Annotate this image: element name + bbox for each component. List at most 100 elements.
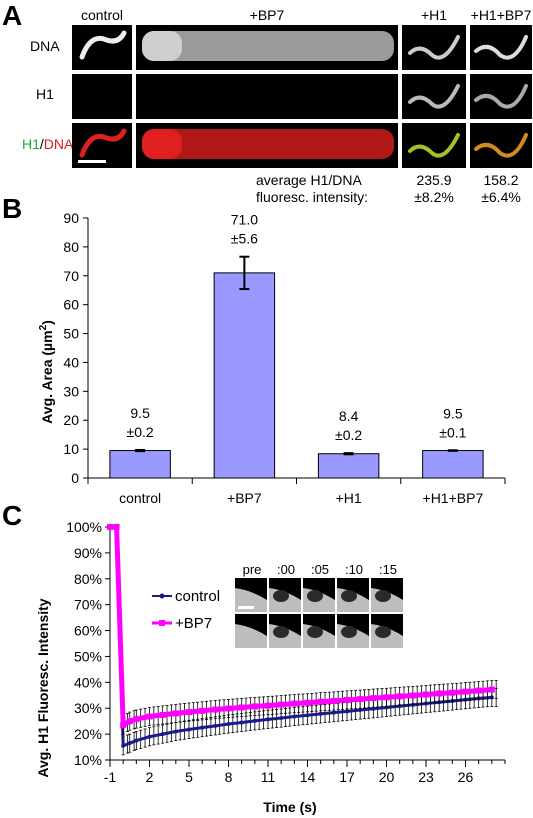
data-point — [252, 718, 257, 723]
inset-scale-bar — [238, 606, 254, 609]
data-point — [147, 734, 152, 739]
bar-chart-ylabel: Avg. Area (µm2) — [38, 320, 55, 424]
inset-label-pre: pre — [243, 562, 262, 577]
x-tick-label: 5 — [185, 769, 193, 785]
panel-b-letter: B — [2, 193, 23, 224]
data-point — [160, 732, 165, 737]
bar-3 — [422, 450, 484, 479]
bar-error-label: ±0.2 — [127, 424, 154, 440]
micrograph-merge-control — [72, 123, 132, 168]
col-label-h1-bp7: +H1+BP7 — [470, 7, 532, 23]
legend-marker-control — [159, 593, 165, 599]
intensity-value-h1-mean: 235.9 — [416, 172, 452, 188]
inset-bleach-spot — [307, 626, 323, 638]
data-point — [251, 703, 258, 710]
y-tick-label: 20 — [63, 412, 79, 428]
inset-label-15: :15 — [379, 562, 397, 577]
y-tick-label: 10% — [74, 752, 102, 768]
line-chart-series — [107, 524, 498, 756]
y-tick-label: 60 — [63, 297, 79, 313]
bar-chart-labels: 9.5 ±0.2 control 71.0 ±5.6 +BP7 8.4 ±0.2 +H1 9.5 ±… — [119, 212, 483, 506]
data-point — [318, 711, 323, 716]
x-tick-label: 20 — [379, 769, 395, 785]
data-point — [266, 717, 270, 722]
data-point — [292, 714, 297, 719]
y-tick-label: 50% — [74, 648, 102, 664]
micrograph-h1-control — [72, 74, 132, 119]
y-tick-label: 90% — [74, 545, 102, 561]
data-point — [239, 720, 244, 725]
y-tick-label: 20% — [74, 726, 102, 742]
data-point — [172, 710, 179, 717]
col-label-bp7: +BP7 — [249, 7, 285, 23]
x-tick-label: 14 — [300, 769, 316, 785]
x-category-label: +H1+BP7 — [423, 490, 484, 506]
data-point — [423, 691, 429, 698]
bar-0 — [109, 450, 171, 479]
data-point — [107, 524, 113, 530]
line-chart-legend: control +BP7 — [152, 588, 220, 632]
inset-bleach-spot — [375, 590, 391, 602]
y-tick-label: 80 — [63, 239, 79, 255]
panel-a-letter: A — [2, 0, 23, 31]
data-point — [462, 688, 469, 695]
x-tick-label: 17 — [339, 769, 355, 785]
bar-value-label: 71.0 — [231, 212, 258, 228]
data-point — [396, 693, 403, 700]
intensity-value-h1-err: ±8.2% — [414, 189, 454, 205]
data-point — [186, 709, 192, 716]
x-tick-label: -1 — [104, 769, 117, 785]
data-point — [159, 711, 166, 718]
micrograph-h1-bp7 — [136, 74, 398, 119]
data-point — [344, 696, 350, 703]
data-point — [291, 700, 298, 707]
data-point — [199, 707, 206, 714]
data-point — [370, 695, 377, 702]
data-point — [212, 706, 219, 713]
data-point — [200, 725, 205, 730]
inset-bleach-spot — [341, 626, 357, 638]
y-tick-label: 70% — [74, 597, 102, 613]
x-category-label: control — [119, 490, 161, 506]
data-point — [331, 710, 336, 715]
bar-error-label: ±0.1 — [439, 424, 466, 440]
y-tick-label: 10 — [63, 441, 79, 457]
micrograph-merge-h1 — [402, 123, 466, 168]
merge-label-dna: DNA — [43, 136, 74, 152]
bar-value-label: 9.5 — [443, 405, 463, 421]
data-point — [238, 704, 245, 711]
y-tick-label: 40 — [63, 354, 79, 370]
data-point — [488, 686, 495, 693]
bar-2 — [317, 453, 380, 479]
data-point — [146, 713, 153, 720]
col-label-control: control — [80, 7, 124, 23]
micrograph-h1-h1 — [402, 74, 466, 119]
bar-chart-axes: 0 10 20 30 40 50 60 70 80 90 — [63, 210, 506, 486]
x-category-label: +H1 — [336, 490, 362, 506]
bar-chart-area: 0 10 20 30 40 50 60 70 80 90 9.5 ±0.2 control 71.0 ±5… — [38, 210, 506, 506]
data-point — [330, 697, 337, 704]
inset-label-05: :05 — [311, 562, 329, 577]
data-point — [278, 701, 285, 708]
intensity-value-h1-bp7-err: ±6.4% — [481, 189, 521, 205]
y-tick-label: 50 — [63, 326, 79, 342]
intensity-value-h1-bp7-mean: 158.2 — [483, 172, 519, 188]
frap-inset: pre :00 :05 :10 :15 — [235, 562, 403, 648]
data-point — [126, 718, 133, 725]
micrograph-dna-control — [72, 25, 132, 70]
bar-error-label: ±5.6 — [231, 231, 258, 247]
line-chart-axes: 10% 20% 30% 40% 50% 60% 70% 80% 90% 100% -1 2 5 8 11 14… — [66, 519, 506, 785]
y-tick-label: 100% — [66, 519, 102, 535]
y-tick-label: 90 — [63, 210, 79, 226]
data-point — [133, 716, 140, 723]
data-point — [173, 729, 178, 734]
micrograph-merge-h1-bp7 — [470, 123, 532, 168]
y-tick-label: 60% — [74, 623, 102, 639]
y-tick-label: 40% — [74, 674, 102, 690]
series-line-control — [110, 525, 492, 748]
bar-error-label: ±0.2 — [335, 427, 362, 443]
inset-bleach-spot — [375, 626, 391, 638]
data-point — [475, 687, 482, 694]
y-tick-label: 70 — [63, 268, 79, 284]
panel-c-letter: C — [2, 500, 23, 531]
